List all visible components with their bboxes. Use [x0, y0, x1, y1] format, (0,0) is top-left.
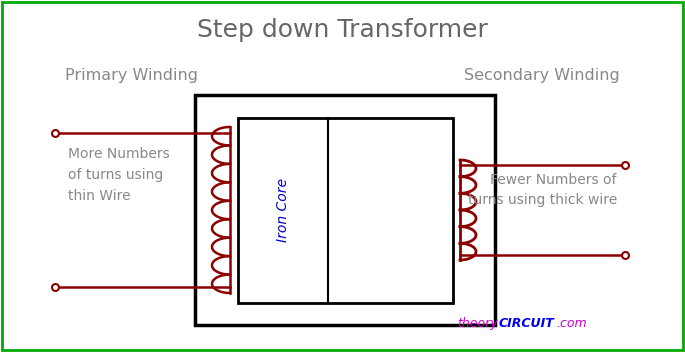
- Text: .com: .com: [556, 317, 586, 330]
- Text: theory: theory: [457, 317, 497, 330]
- Text: More Numbers
of turns using
thin Wire: More Numbers of turns using thin Wire: [68, 147, 170, 203]
- Text: Primary Winding: Primary Winding: [65, 68, 198, 83]
- Bar: [238, 118, 453, 303]
- Bar: [195, 95, 495, 325]
- Text: CIRCUIT: CIRCUIT: [499, 317, 555, 330]
- Text: Fewer Numbers of
turns using thick wire: Fewer Numbers of turns using thick wire: [468, 173, 617, 207]
- Text: Secondary Winding: Secondary Winding: [464, 68, 620, 83]
- Text: Iron Core: Iron Core: [276, 178, 290, 243]
- Text: Step down Transformer: Step down Transformer: [197, 18, 488, 42]
